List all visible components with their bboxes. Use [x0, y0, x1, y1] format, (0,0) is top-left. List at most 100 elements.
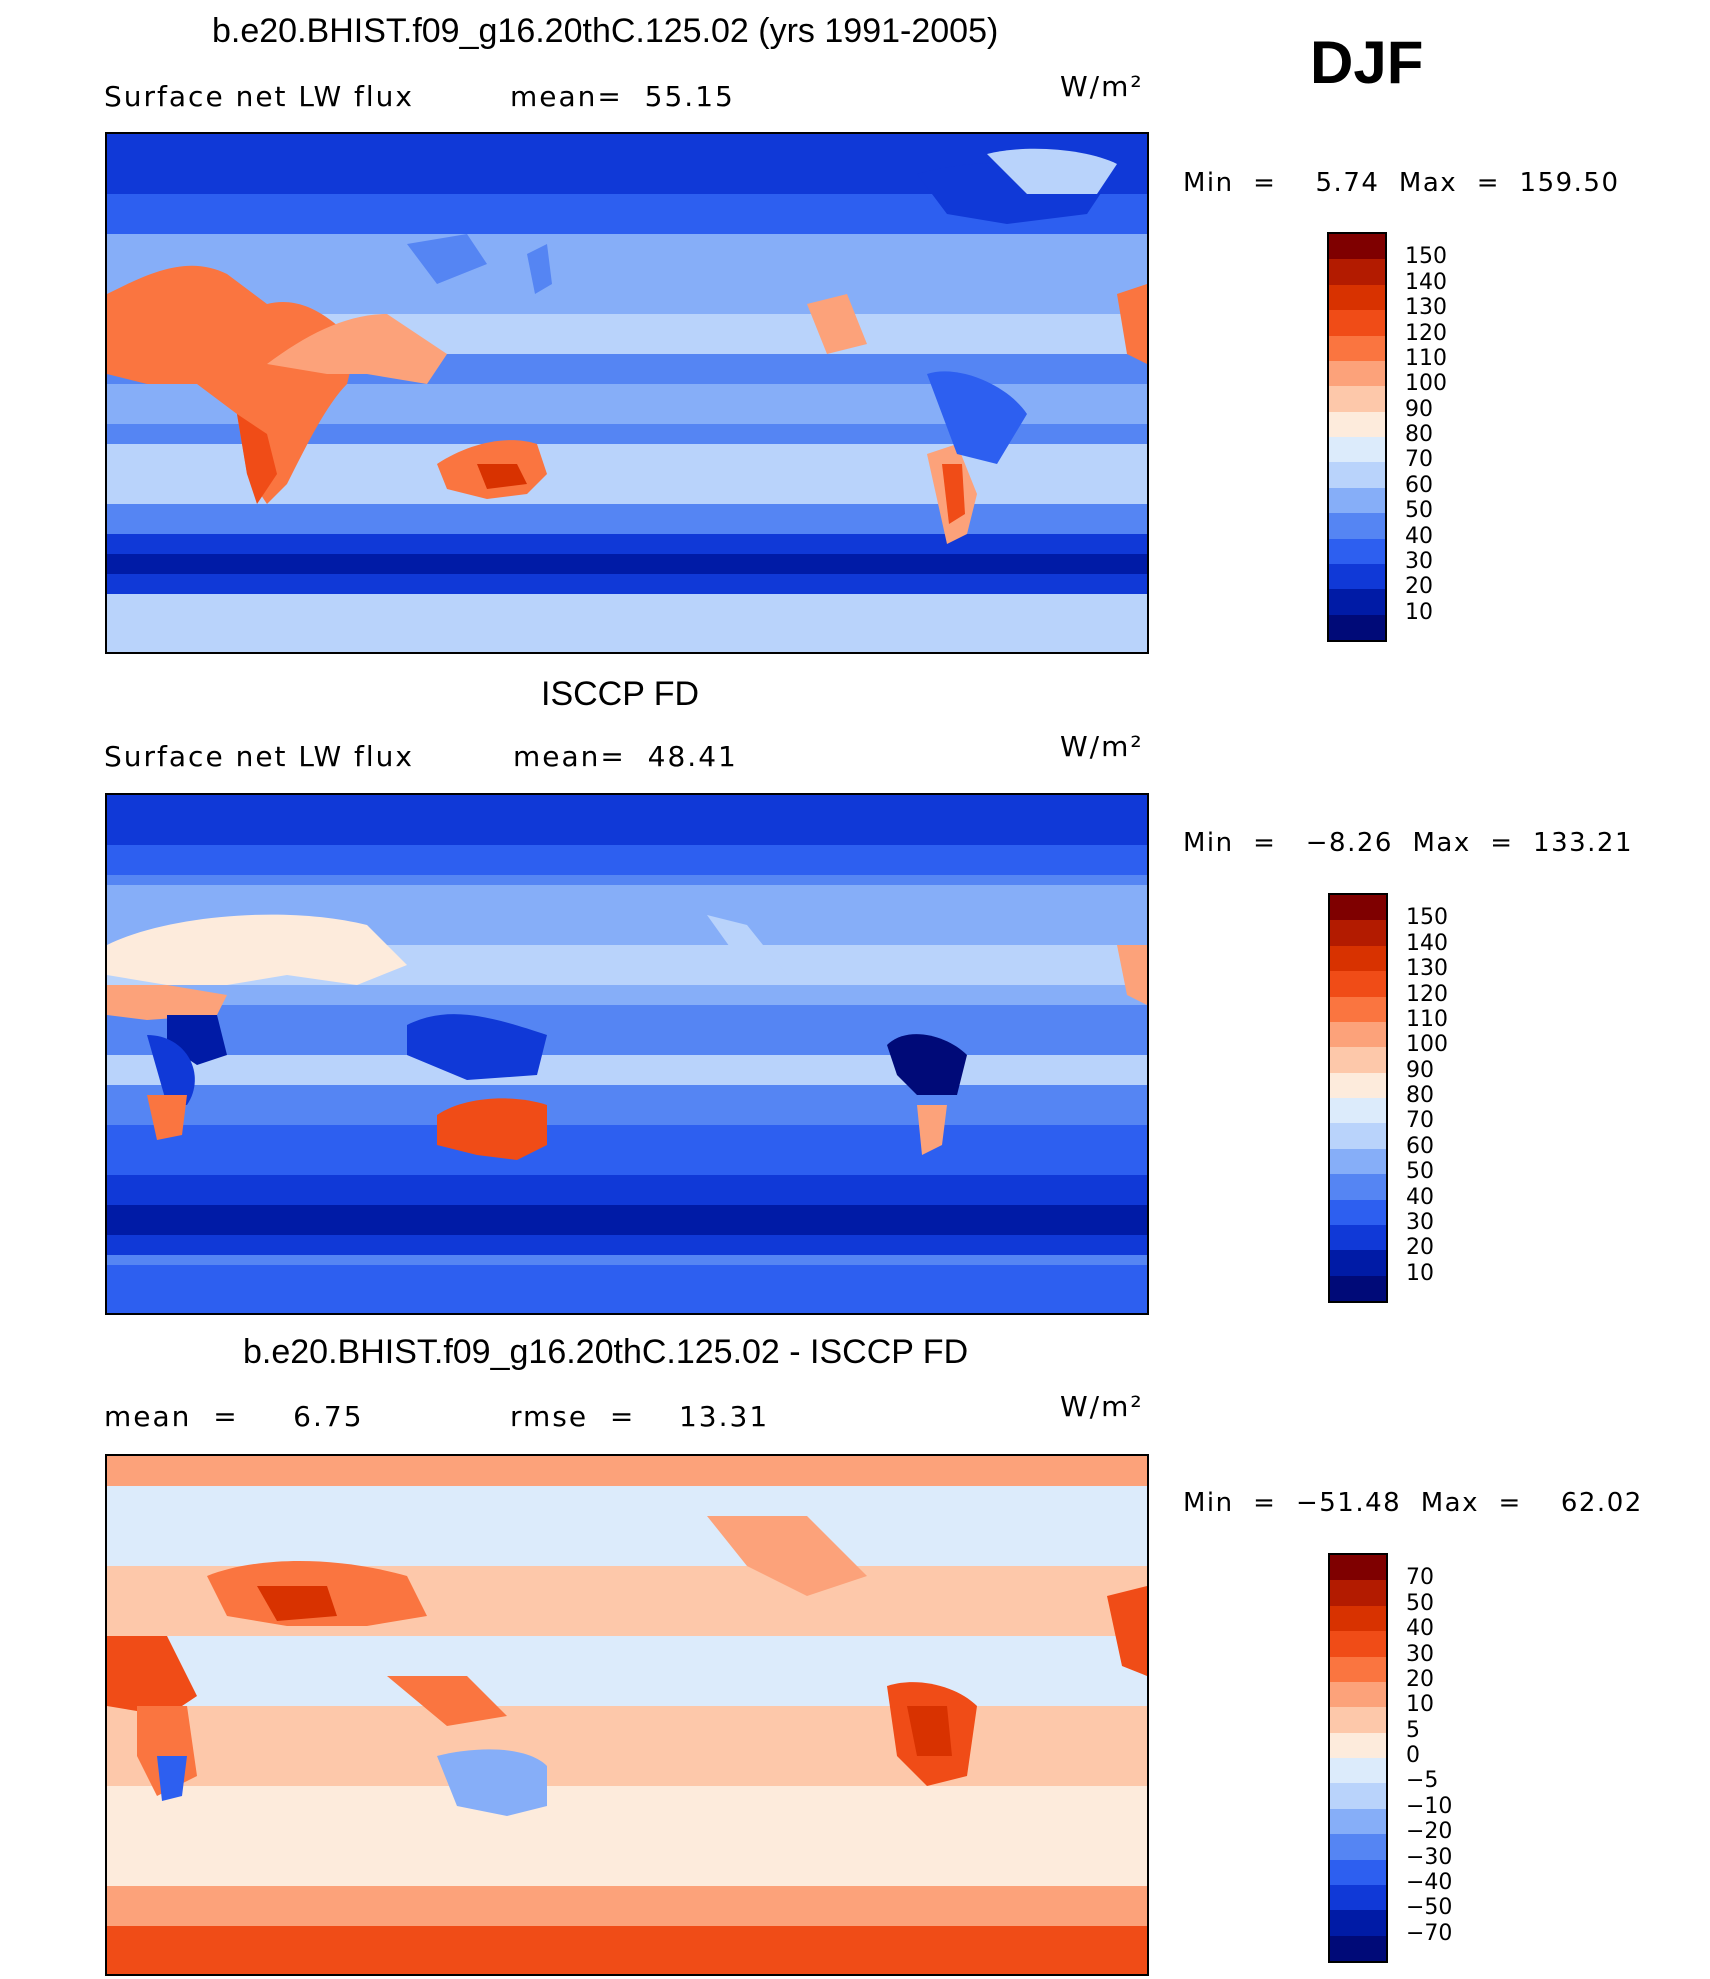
colorbar-tick-label: 100: [1406, 1032, 1448, 1058]
colorbar-swatch: [1330, 945, 1386, 972]
map-observation: [105, 793, 1149, 1315]
colorbar-tick-label: 40: [1406, 1184, 1434, 1210]
colorbar-swatch: [1329, 589, 1385, 615]
colorbar-tick-label: 50: [1406, 1159, 1434, 1185]
colorbar-swatch: [1330, 1859, 1386, 1885]
map-difference: [105, 1454, 1149, 1976]
map-field: [107, 1456, 1147, 1974]
colorbar-swatch: [1329, 386, 1385, 412]
variable-label: Surface net LW flux: [104, 80, 414, 113]
colorbar-swatch: [1330, 1732, 1386, 1758]
colorbar-swatch: [1330, 1072, 1386, 1098]
colorbar-tick-label: −50: [1406, 1895, 1453, 1921]
colorbar-swatch: [1330, 1783, 1386, 1809]
colorbar-tick-label: 10: [1406, 1692, 1434, 1718]
min-max-label: Min = −8.26 Max = 133.21: [1183, 828, 1634, 858]
colorbar-tick-label: 130: [1405, 295, 1447, 321]
colorbar-tick-label: 20: [1406, 1666, 1434, 1692]
colorbar-swatch: [1330, 1681, 1386, 1708]
colorbar-tick-label: −40: [1406, 1869, 1453, 1895]
colorbar-swatch: [1330, 1250, 1386, 1276]
colorbar-tick-label: 100: [1405, 371, 1447, 397]
colorbar-swatch: [1330, 1707, 1386, 1733]
colorbar-tick-label: 150: [1405, 244, 1447, 270]
colorbar-tick-label: 80: [1405, 422, 1433, 447]
units-label: W/m²: [1060, 70, 1144, 103]
panel-title: b.e20.BHIST.f09_g16.20thC.125.02 - ISCCP…: [243, 1333, 969, 1371]
colorbar-tick-label: 5: [1406, 1717, 1420, 1743]
colorbar-tick-label: 60: [1405, 472, 1433, 498]
colorbar-tick-label: 30: [1406, 1641, 1434, 1667]
colorbar-swatch: [1330, 920, 1386, 946]
colorbar-swatch: [1330, 1631, 1386, 1657]
colorbar-tick-label: 70: [1406, 1565, 1434, 1591]
colorbar: [1328, 893, 1388, 1303]
colorbar-swatch: [1329, 487, 1385, 514]
colorbar-swatch: [1329, 259, 1385, 285]
colorbar-tick-label: 130: [1406, 956, 1448, 982]
colorbar-swatch: [1330, 1199, 1386, 1225]
colorbar-swatch: [1330, 1580, 1386, 1606]
colorbar-swatch: [1330, 1834, 1386, 1860]
colorbar-tick-label: 140: [1406, 930, 1448, 956]
colorbar-swatch: [1330, 1047, 1386, 1073]
colorbar-tick-label: 0: [1406, 1743, 1420, 1768]
colorbar-swatch: [1330, 1884, 1386, 1911]
rmse-label: rmse = 13.31: [510, 1400, 770, 1433]
colorbar-tick-label: 70: [1406, 1108, 1434, 1134]
colorbar-tick-label: 70: [1405, 447, 1433, 473]
colorbar-swatch: [1330, 1935, 1386, 1961]
colorbar-swatch: [1329, 310, 1385, 336]
colorbar-tick-label: 10: [1405, 599, 1433, 625]
min-max-label: Min = −51.48 Max = 62.02: [1183, 1488, 1643, 1518]
map-field: [107, 134, 1147, 652]
units-label: W/m²: [1060, 730, 1144, 763]
colorbar-swatch: [1330, 1021, 1386, 1048]
map-field: [107, 795, 1147, 1313]
colorbar-swatch: [1330, 1148, 1386, 1175]
colorbar-tick-label: 90: [1406, 1057, 1434, 1083]
panel-title: ISCCP FD: [541, 675, 700, 713]
colorbar-tick-label: 110: [1405, 345, 1447, 371]
colorbar-tick-label: 50: [1406, 1590, 1434, 1616]
colorbar-tick-label: 150: [1406, 905, 1448, 931]
colorbar-swatch: [1330, 1656, 1386, 1682]
colorbar-swatch: [1330, 895, 1386, 921]
colorbar-tick-label: 10: [1406, 1260, 1434, 1286]
mean-label: mean= 48.41: [513, 740, 738, 773]
colorbar-tick-label: 120: [1406, 981, 1448, 1007]
colorbar: [1328, 1553, 1388, 1963]
colorbar-swatch: [1330, 1910, 1386, 1936]
colorbar-tick-label: 50: [1405, 498, 1433, 524]
mean-label: mean = 6.75: [104, 1400, 364, 1433]
colorbar-tick-label: 40: [1405, 523, 1433, 549]
colorbar-swatch: [1329, 563, 1385, 590]
colorbar-swatch: [1330, 996, 1386, 1022]
colorbar-tick-label: 20: [1406, 1235, 1434, 1261]
colorbar-swatch: [1329, 538, 1385, 564]
colorbar-swatch: [1329, 462, 1385, 488]
colorbar-swatch: [1330, 1174, 1386, 1200]
colorbar-swatch: [1330, 1224, 1386, 1251]
colorbar-swatch: [1329, 614, 1385, 640]
colorbar-tick-label: −10: [1406, 1793, 1453, 1819]
colorbar-tick-label: 60: [1406, 1133, 1434, 1159]
panel-title: b.e20.BHIST.f09_g16.20thC.125.02 (yrs 19…: [212, 12, 999, 50]
colorbar-swatch: [1329, 411, 1385, 437]
colorbar-tick-label: −20: [1406, 1819, 1453, 1845]
colorbar-tick-label: 40: [1406, 1616, 1434, 1642]
colorbar-tick-label: 30: [1405, 548, 1433, 574]
min-max-label: Min = 5.74 Max = 159.50: [1183, 168, 1620, 198]
colorbar-swatch: [1330, 1605, 1386, 1632]
colorbar-swatch: [1330, 1555, 1386, 1581]
colorbar-tick-label: 140: [1405, 269, 1447, 295]
units-label: W/m²: [1060, 1390, 1144, 1423]
colorbar-tick-label: 90: [1405, 396, 1433, 422]
colorbar-tick-label: −5: [1406, 1768, 1439, 1794]
colorbar-tick-label: 30: [1406, 1209, 1434, 1235]
colorbar-swatch: [1330, 1275, 1386, 1301]
colorbar-swatch: [1330, 1808, 1386, 1835]
colorbar-swatch: [1329, 284, 1385, 311]
colorbar-swatch: [1329, 335, 1385, 361]
colorbar-swatch: [1330, 1758, 1386, 1784]
